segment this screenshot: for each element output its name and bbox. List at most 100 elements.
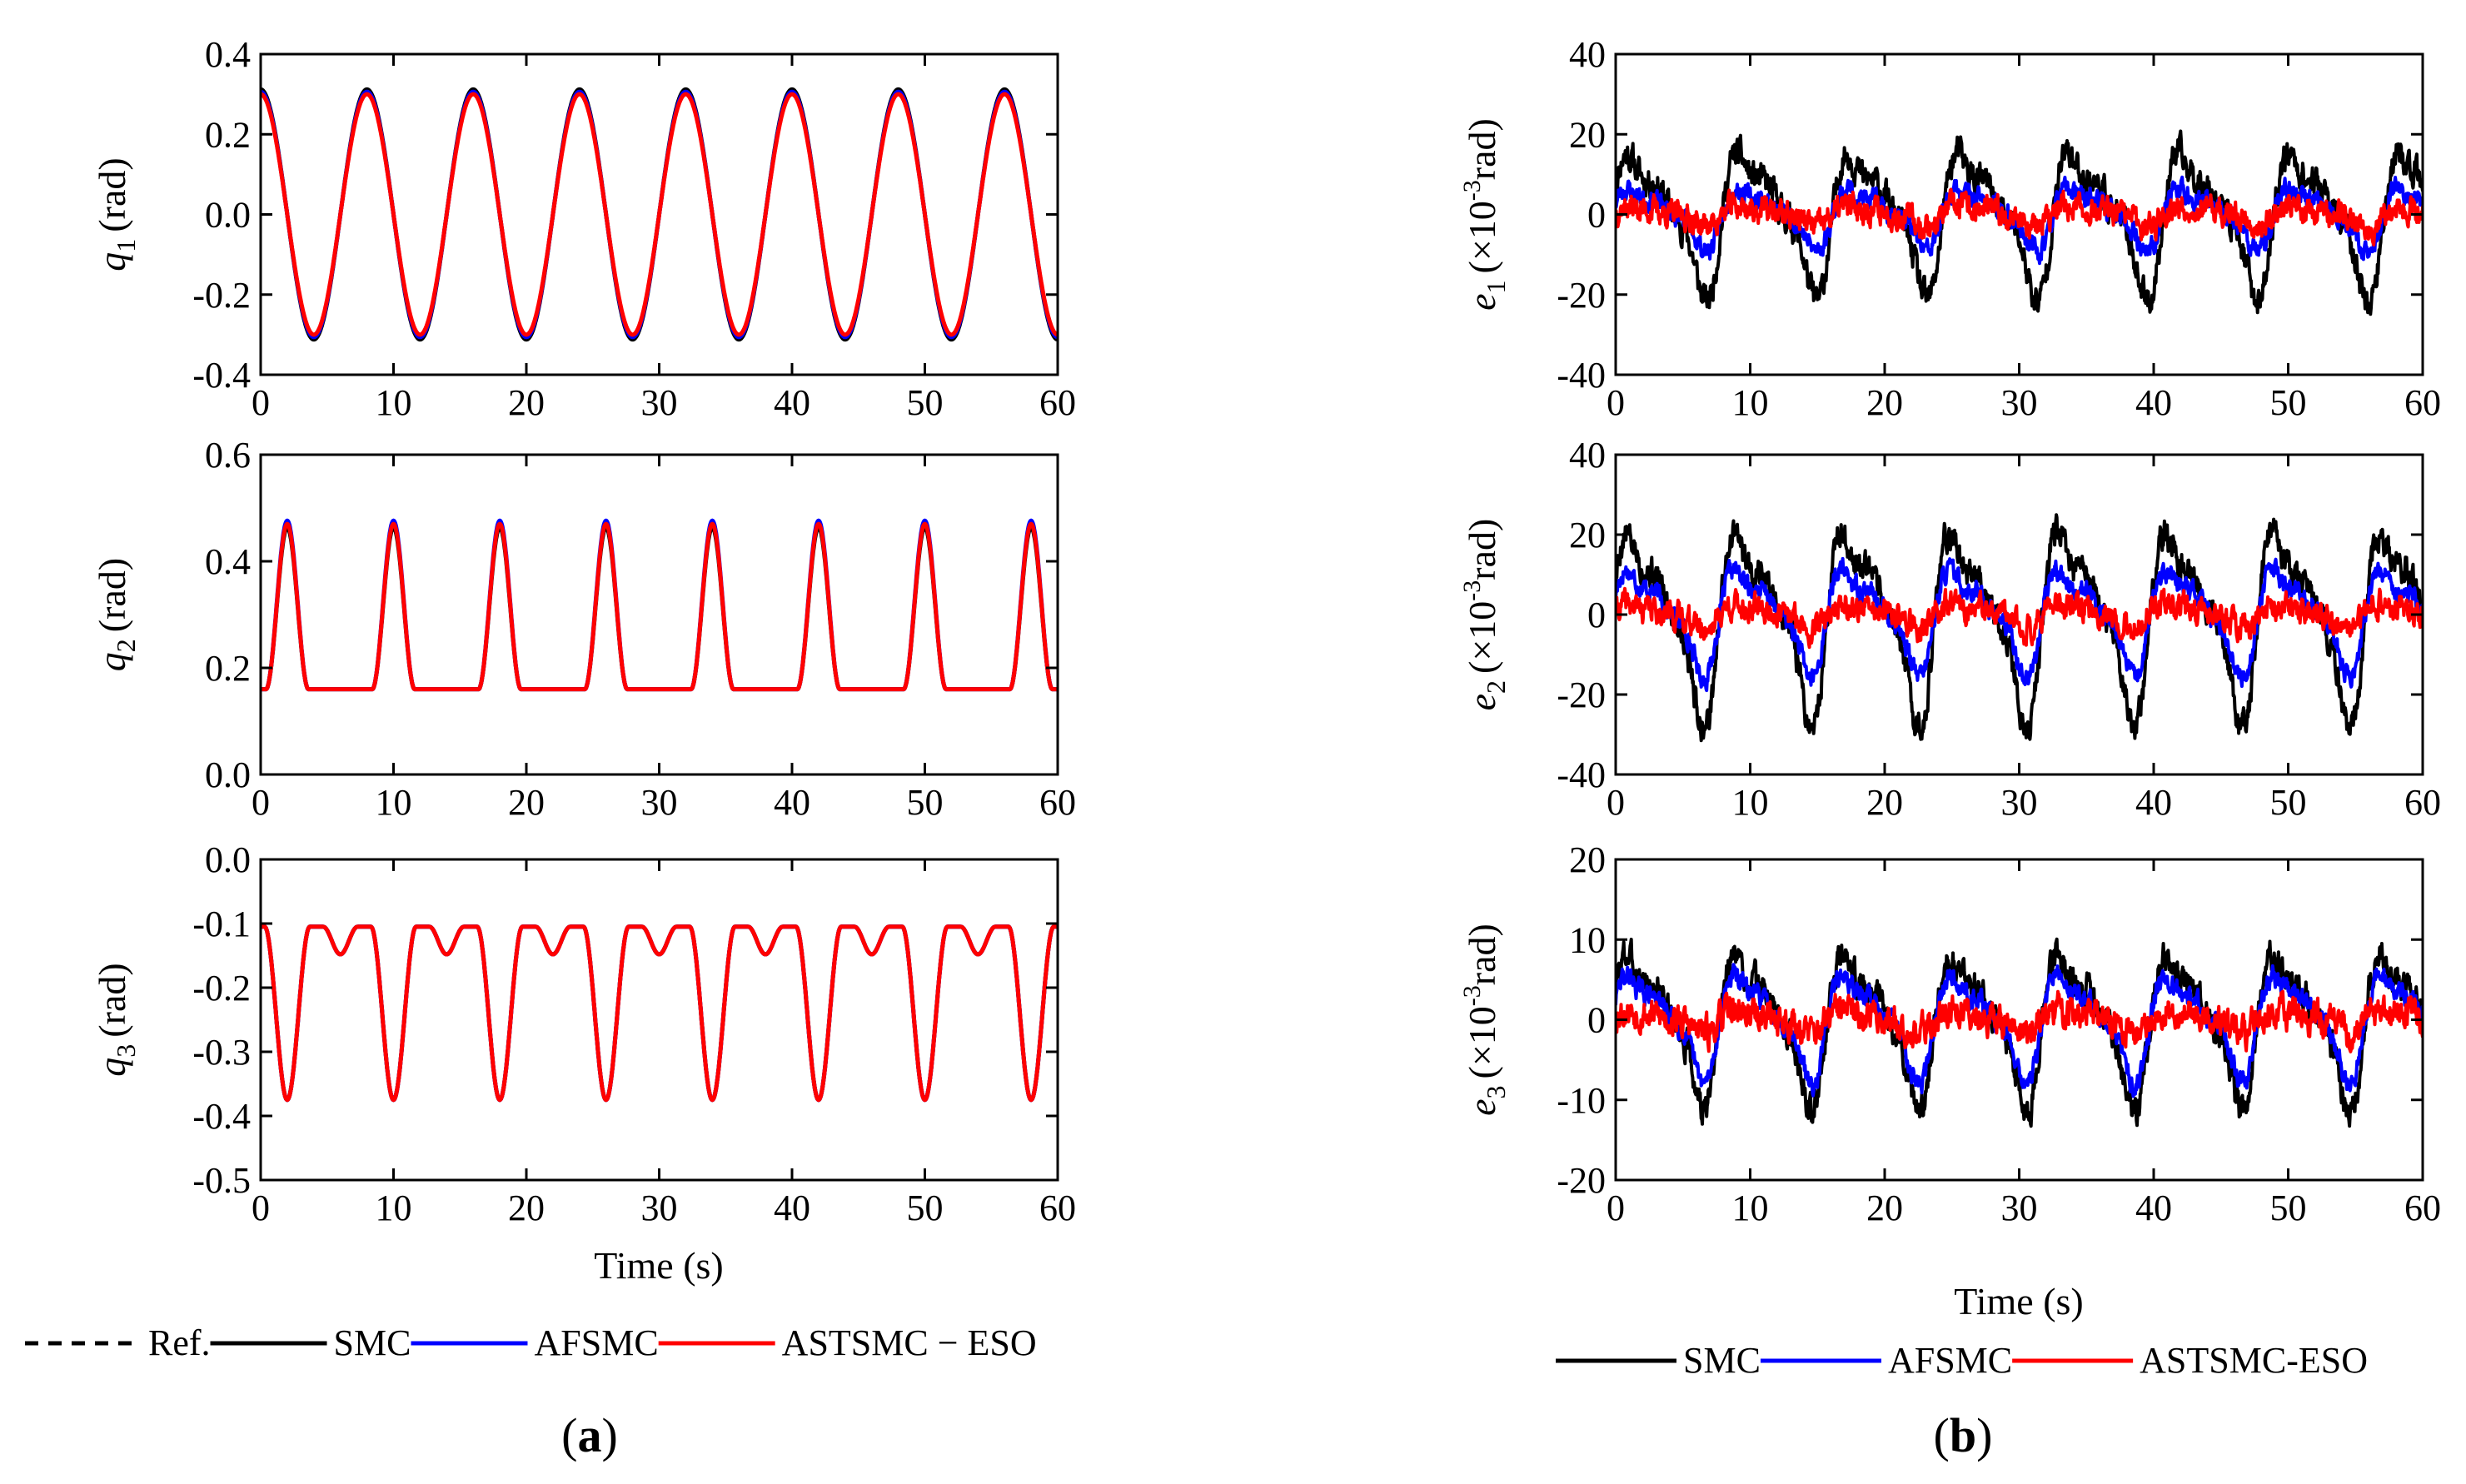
x-tick-label: 10 [376,382,412,423]
y-tick-label: 10 [1569,919,1606,960]
x-tick-label: 0 [252,1188,270,1228]
y-tick-label: -10 [1557,1080,1606,1121]
y-label-unit: (rad) [91,157,133,232]
legend-label-ref-: Ref. [148,1322,211,1363]
y-label-var: e [1461,694,1503,710]
y-label-unit-pre: (×10 [1461,601,1503,674]
y-axis-label: q2 (rad) [91,558,141,671]
x-tick-label: 30 [641,382,678,423]
x-tick-label: 50 [2270,382,2307,423]
series-line-astsmc-eso [1616,586,2423,650]
y-tick-label: -40 [1557,754,1606,795]
x-tick-label: 30 [2001,382,2038,423]
x-tick-label: 0 [1607,782,1625,823]
x-tick-label: 40 [774,782,810,823]
x-tick-label: 30 [641,782,678,823]
x-tick-label: 20 [508,382,545,423]
y-tick-label: -0.5 [192,1160,251,1201]
y-tick-label: 0.4 [205,541,251,582]
chart-e3: 0 10 20 30 40 50 60 20 10 0 -10 -20 e3 (×10-3rad) [1458,839,2441,1228]
x-tick-label: 30 [2001,782,2038,823]
y-tick-label: 20 [1569,114,1606,155]
x-tick-label: 60 [1039,782,1076,823]
y-tick-label: -0.3 [192,1032,251,1073]
series-group [1616,513,2423,743]
y-axis-label: q3 (rad) [91,963,141,1076]
plot-panels: 0 10 20 30 40 50 600.40.20.0-0.2-0.4q1(rad)0 10… [91,34,2441,1322]
legends: Ref. SMC AFSMC ASTSMC − ESO SMC AFSMC ASTSMC-E… [25,1322,2368,1381]
sublabel-b: (b) [1934,1408,1993,1462]
series-line-afsmc [1616,963,2423,1098]
x-tick-label: 50 [907,382,944,423]
x-tick-label: 0 [1607,382,1625,423]
y-label-unit-post: rad) [1461,924,1503,985]
y-label-unit: (rad) [91,963,133,1037]
x-tick-label: 60 [1039,382,1076,423]
x-tick-label: 20 [1866,1188,1903,1228]
x-tick-label: 20 [508,1188,545,1228]
y-tick-label: 0 [1587,595,1606,635]
y-label-unit-exp: -3 [1458,180,1486,201]
y-label-var: e [1461,293,1503,310]
x-tick-label: 40 [2135,782,2172,823]
series-group [1616,937,2423,1128]
x-tick-label: 50 [2270,1188,2307,1228]
series-line-astsmc-eso [261,521,1058,692]
legend-label-afsmc: AFSMC [534,1322,658,1363]
y-tick-label: -0.2 [192,275,251,316]
x-tick-label: 30 [641,1188,678,1228]
x-tick-label: 10 [376,1188,412,1228]
x-tick-label: 60 [1039,1188,1076,1228]
x-tick-label: 10 [1732,382,1769,423]
x-tick-label: 20 [508,782,545,823]
series-line-astsmc-eso [1616,187,2423,247]
legend-label-afsmc: AFSMC [1888,1340,2012,1381]
y-label-sub: 1 [1481,280,1511,293]
y-tick-label: 40 [1569,34,1606,75]
x-tick-label: 40 [2135,382,2172,423]
y-label-unit-post: rad) [1461,519,1503,580]
y-tick-label: 40 [1569,435,1606,476]
y-axis-label: e1 (×10-3rad) [1458,118,1511,311]
series-line-afsmc [1616,556,2423,693]
y-label-unit-pre: (×10 [1461,1006,1503,1078]
y-tick-label: 0.0 [205,754,251,795]
y-axis-label: q1 (rad) [91,157,141,271]
series-line-smc [1616,129,2423,316]
y-tick-label: 20 [1569,515,1606,555]
y-tick-label: -40 [1557,355,1606,396]
x-tick-label: 40 [774,382,810,423]
y-label-unit: (rad) [91,558,133,632]
y-tick-label: 0.0 [205,839,251,880]
x-axis-label-b: Time (s) [1954,1280,2084,1322]
y-tick-label: -20 [1557,675,1606,715]
y-tick-label: 0.0 [205,195,251,236]
x-tick-label: 0 [252,382,270,423]
y-axis-label: e2 (×10-3rad) [1458,519,1511,711]
x-tick-label: 40 [2135,1188,2172,1228]
y-tick-label: 0.4 [205,34,251,75]
chart-e2: 0 10 20 30 40 50 60 40 20 0 -20 -40 e2 (×10-3rad) [1458,435,2441,823]
x-tick-label: 10 [1732,782,1769,823]
y-tick-label: 0 [1587,1000,1606,1041]
x-tick-label: 50 [907,1188,944,1228]
y-label-sub: 3 [111,1044,141,1058]
x-tick-label: 10 [376,782,412,823]
series-group [261,924,1058,1103]
y-label-unit-post: rad) [1461,118,1503,180]
y-tick-label: 0.2 [205,114,251,155]
y-tick-label: -20 [1557,1160,1606,1201]
x-tick-label: 50 [2270,782,2307,823]
x-tick-label: 60 [2404,382,2441,423]
x-tick-label: 40 [774,1188,810,1228]
x-tick-label: 60 [2404,782,2441,823]
y-label-var: q [91,1058,133,1077]
legend-label-astsmc-eso: ASTSMC-ESO [2140,1340,2368,1381]
series-group [261,518,1058,692]
y-tick-label: 0.2 [205,648,251,689]
x-tick-label: 0 [252,782,270,823]
series-group [261,87,1058,342]
y-tick-label: 0.6 [205,435,251,476]
y-label-var: e [1461,1098,1503,1115]
